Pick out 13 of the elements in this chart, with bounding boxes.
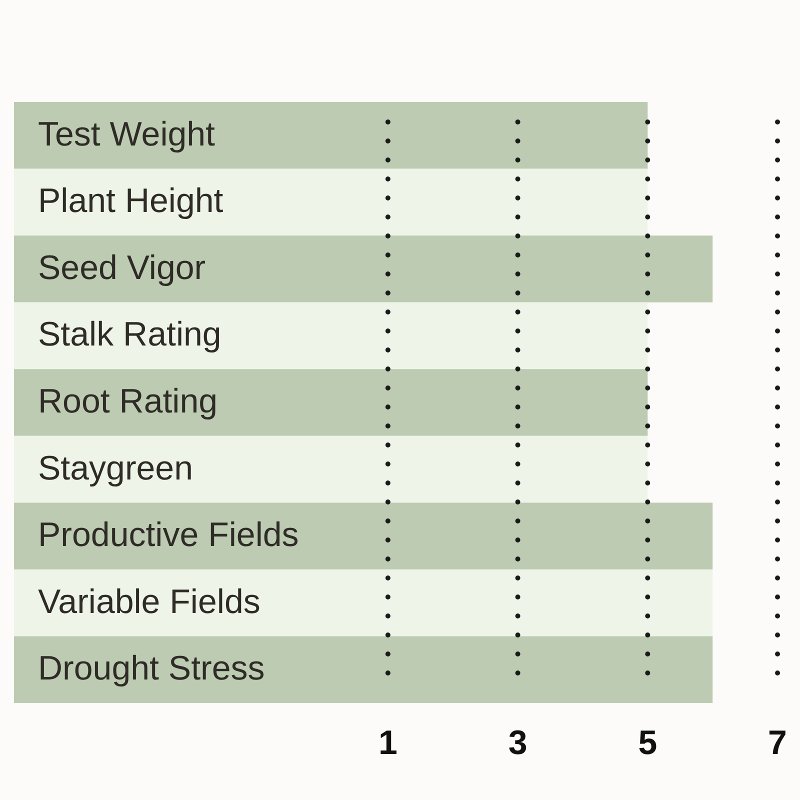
y-tick-label: Plant Height (38, 182, 224, 220)
y-tick-label: Seed Vigor (38, 248, 206, 287)
y-tick-label: Stalk Rating (38, 316, 222, 354)
x-tick-label: 7 (768, 724, 787, 762)
y-tick-label: Test Weight (38, 115, 216, 154)
x-tick-label: 3 (508, 724, 528, 762)
y-tick-label: Productive Fields (38, 516, 299, 554)
y-tick-label: Drought Stress (38, 650, 265, 688)
y-tick-label: Root Rating (38, 382, 218, 420)
x-tick-label: 1 (378, 724, 398, 762)
y-tick-label: Staygreen (38, 449, 193, 488)
x-tick-label: 5 (638, 724, 658, 762)
y-tick-label: Variable Fields (38, 582, 260, 621)
